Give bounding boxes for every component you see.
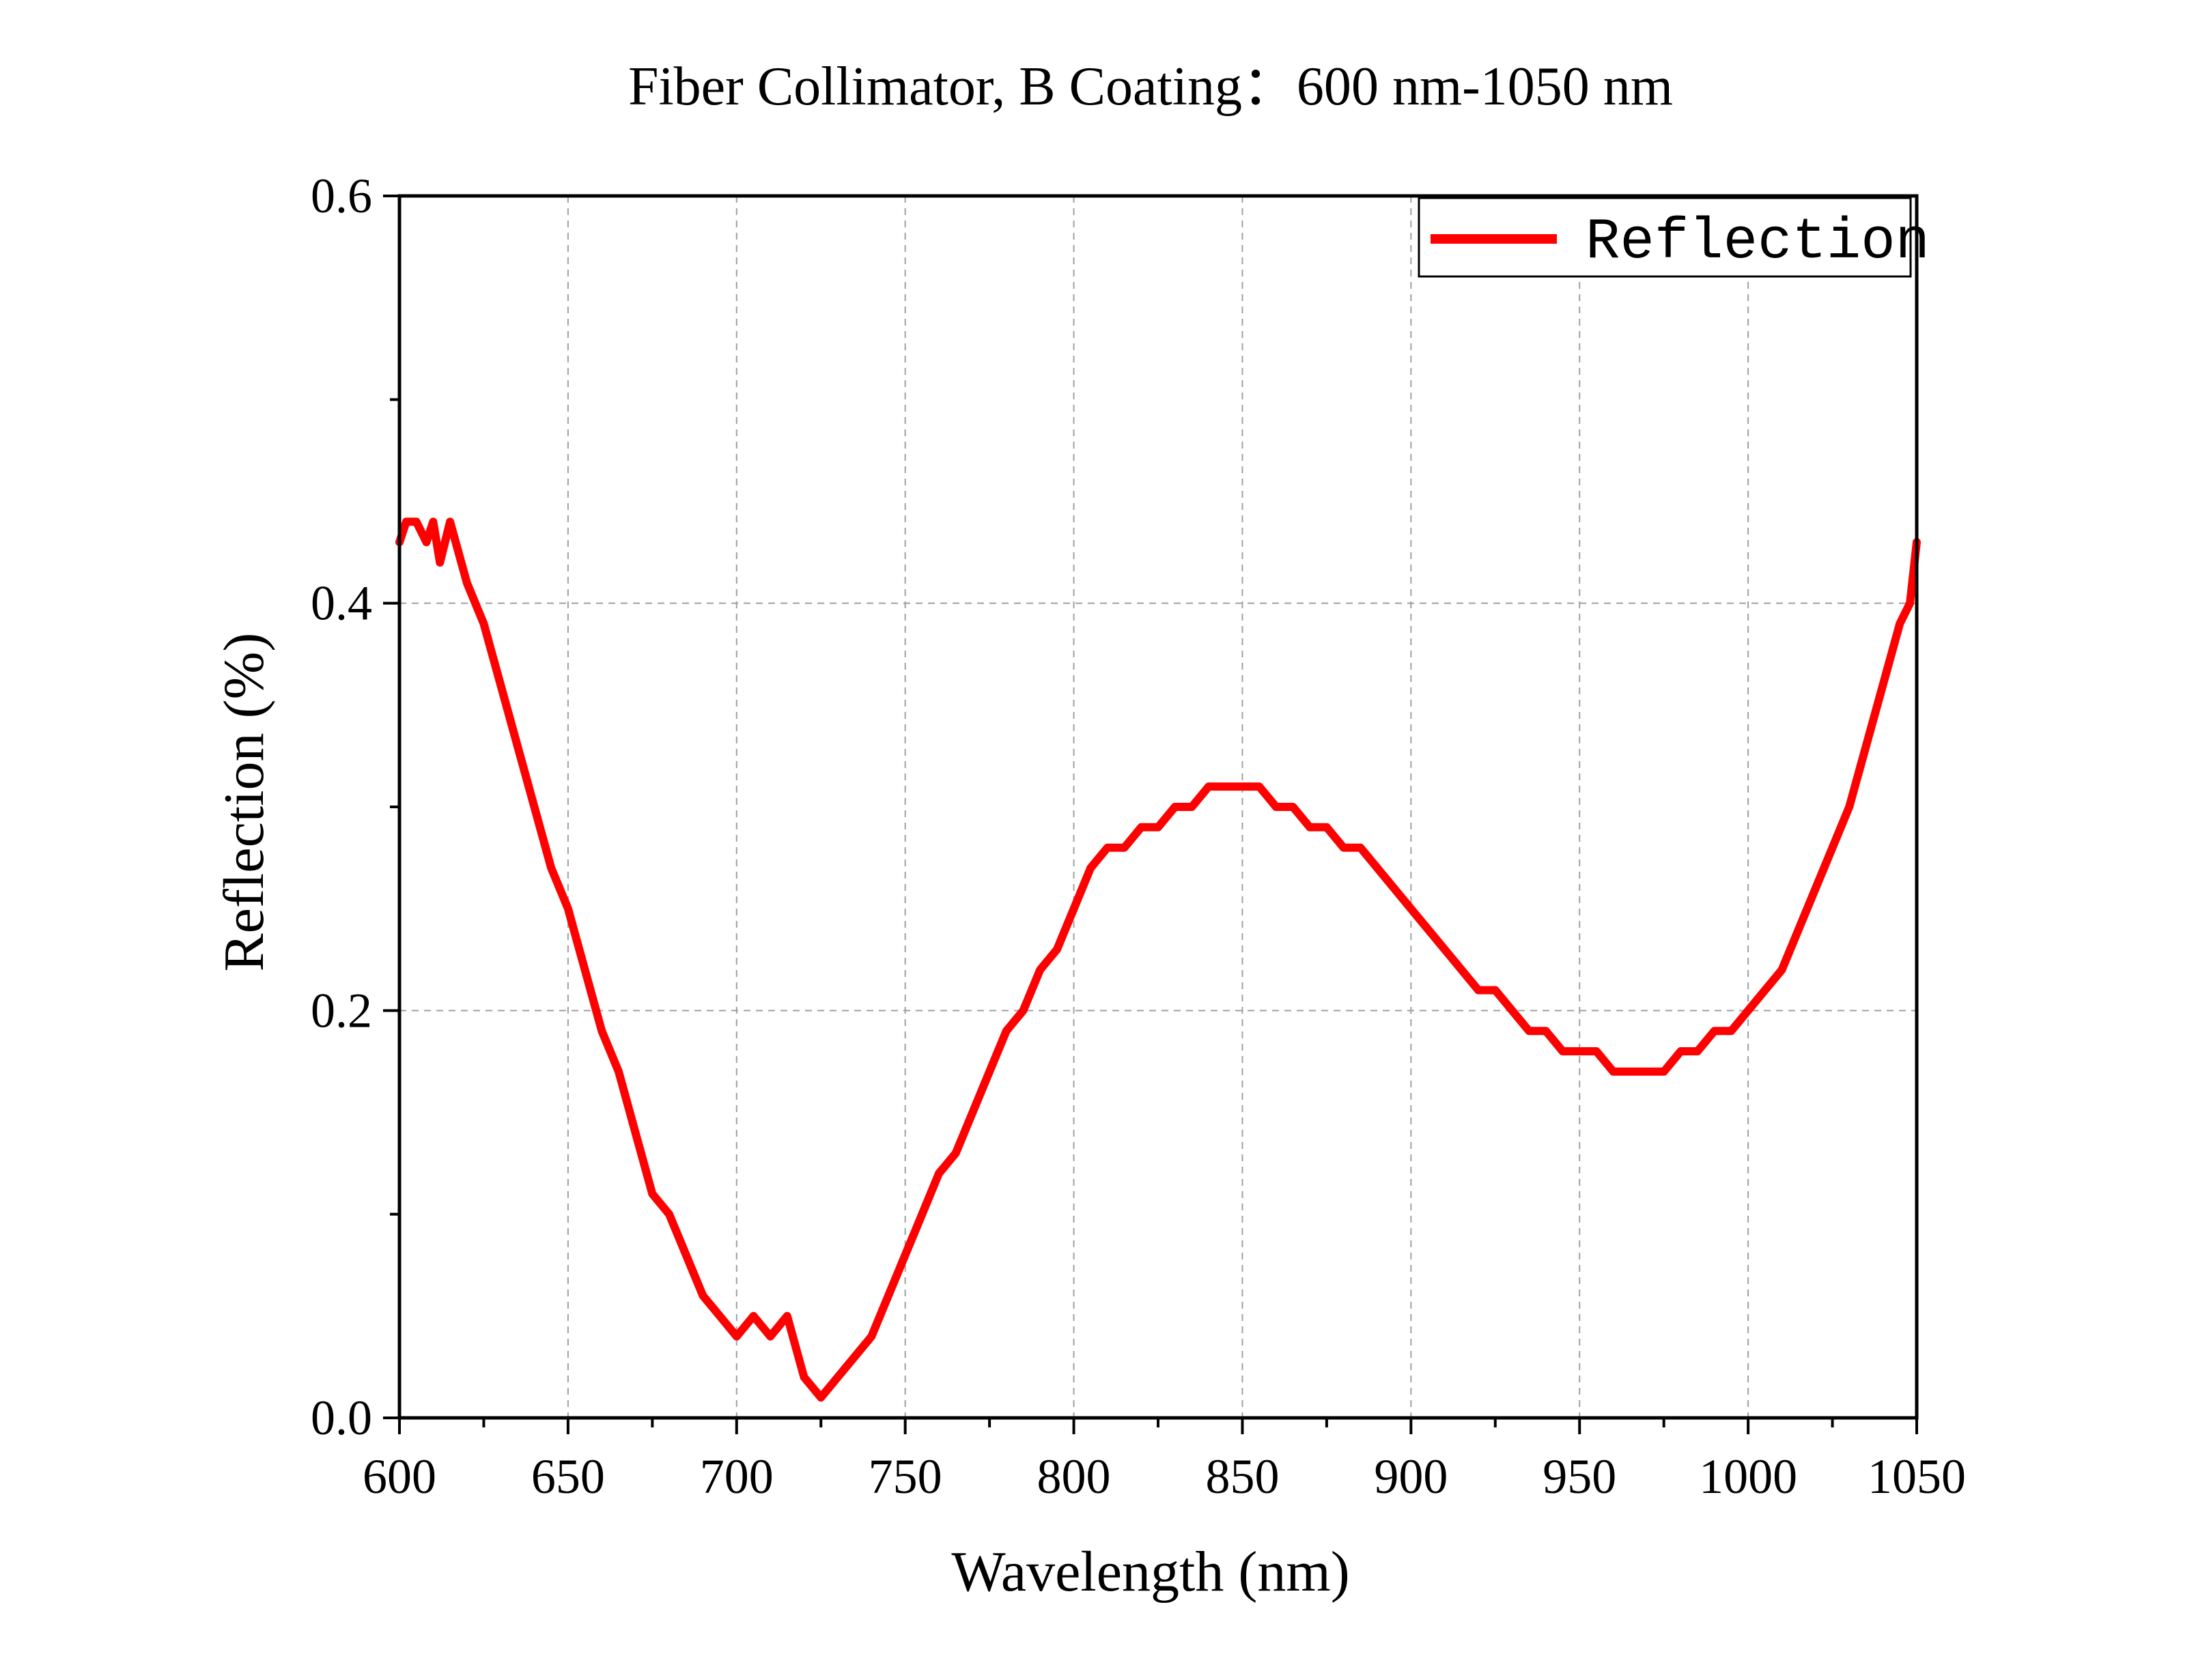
x-tick-label: 750 (869, 1449, 942, 1504)
x-tick-label: 600 (363, 1449, 436, 1504)
y-tick-label: 0.6 (311, 169, 372, 223)
x-tick-label: 950 (1543, 1449, 1616, 1504)
x-tick-label: 850 (1205, 1449, 1279, 1504)
y-axis-label: Reflection (%) (212, 633, 276, 972)
chart-title: Fiber Collimator, B Coating：600 nm-1050 … (628, 57, 1673, 117)
x-tick-label: 1000 (1699, 1449, 1797, 1504)
x-tick-label: 700 (700, 1449, 774, 1504)
x-tick-label: 650 (531, 1449, 605, 1504)
series-layer (395, 517, 1921, 1402)
x-tick-label: 1050 (1868, 1449, 1966, 1504)
x-tick-label: 800 (1037, 1449, 1111, 1504)
y-tick-label: 0.4 (311, 576, 372, 631)
series-line-reflection (395, 517, 1921, 1402)
y-tick-label: 0.0 (311, 1391, 372, 1445)
x-axis-label: Wavelength (nm) (951, 1540, 1349, 1604)
legend-label-reflection: Reflection (1586, 210, 1930, 275)
x-tick-label: 900 (1374, 1449, 1448, 1504)
legend: Reflection (1418, 197, 1930, 278)
y-tick-label: 0.2 (311, 983, 372, 1038)
tick-labels: 600 650 700 750 800 850 900 950 1000 1050 0.0 0.2 0.… (311, 169, 1966, 1504)
tick-marks (383, 195, 1918, 1434)
